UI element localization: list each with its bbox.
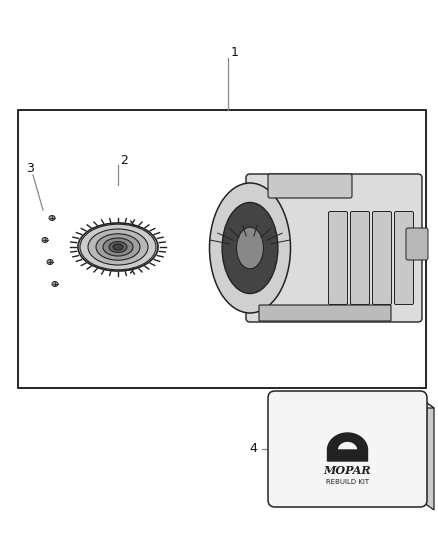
Ellipse shape xyxy=(42,238,48,243)
Text: 4: 4 xyxy=(249,442,257,456)
FancyBboxPatch shape xyxy=(372,212,392,304)
Bar xyxy=(18,110,426,388)
Text: MOPAR: MOPAR xyxy=(324,464,371,475)
Ellipse shape xyxy=(49,215,55,221)
Ellipse shape xyxy=(109,241,127,253)
FancyBboxPatch shape xyxy=(268,174,352,198)
Text: 3: 3 xyxy=(26,161,34,174)
FancyBboxPatch shape xyxy=(259,305,391,321)
Ellipse shape xyxy=(80,224,156,270)
Ellipse shape xyxy=(222,203,278,294)
Text: 1: 1 xyxy=(231,45,239,59)
Ellipse shape xyxy=(113,244,123,250)
FancyBboxPatch shape xyxy=(328,212,347,304)
Ellipse shape xyxy=(103,238,133,256)
Ellipse shape xyxy=(52,281,58,287)
Polygon shape xyxy=(420,398,434,510)
FancyBboxPatch shape xyxy=(406,228,428,260)
Ellipse shape xyxy=(209,183,290,313)
Ellipse shape xyxy=(88,229,148,265)
Ellipse shape xyxy=(237,227,264,269)
Text: 2: 2 xyxy=(120,154,128,166)
FancyBboxPatch shape xyxy=(395,212,413,304)
FancyBboxPatch shape xyxy=(350,212,370,304)
Ellipse shape xyxy=(47,260,53,264)
FancyBboxPatch shape xyxy=(246,174,422,322)
Polygon shape xyxy=(275,398,434,408)
Polygon shape xyxy=(328,433,367,461)
Text: REBUILD KIT: REBUILD KIT xyxy=(326,479,369,485)
FancyBboxPatch shape xyxy=(268,391,427,507)
Ellipse shape xyxy=(78,223,158,271)
Ellipse shape xyxy=(96,234,140,260)
